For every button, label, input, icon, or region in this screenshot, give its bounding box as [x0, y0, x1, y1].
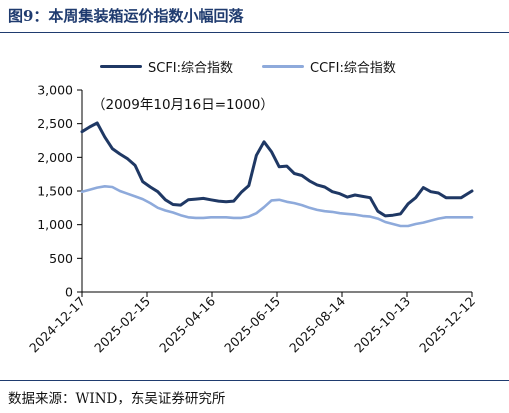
legend-item-ccfi: CCFI:综合指数 — [262, 57, 396, 76]
series-line-ccfi — [80, 185, 474, 228]
figure-title: 图9：本周集装箱运价指数小幅回落 — [8, 7, 244, 25]
y-tick-label: 500 — [49, 251, 73, 266]
legend-item-scfi: SCFI:综合指数 — [100, 57, 233, 76]
y-tick-label: 1,500 — [37, 184, 73, 199]
index-base-note: （2009年10月16日=1000） — [92, 97, 274, 113]
x-tick-label: 2025-10-13 — [351, 294, 413, 356]
source-divider — [0, 380, 509, 381]
x-tick-label: 2025-02-15 — [91, 294, 153, 356]
legend-label-scfi: SCFI:综合指数 — [148, 61, 234, 76]
y-tick-label: 2,000 — [37, 150, 73, 165]
x-tick-label: 2025-08-14 — [286, 293, 348, 355]
data-source: 数据来源：WIND，东吴证券研究所 — [8, 391, 226, 407]
x-tick-label: 2025-06-15 — [221, 294, 283, 356]
series-line-scfi — [80, 121, 474, 218]
x-tick-label: 2025-04-16 — [156, 293, 218, 355]
title-divider — [0, 32, 509, 33]
legend-swatch-ccfi — [262, 65, 304, 68]
y-tick-label: 0 — [65, 285, 73, 300]
legend-label-ccfi: CCFI:综合指数 — [310, 61, 396, 76]
legend-swatch-scfi — [100, 65, 142, 68]
y-tick-label: 1,000 — [37, 217, 73, 232]
chart-legend: SCFI:综合指数 CCFI:综合指数 — [0, 57, 509, 77]
y-tick-label: 3,000 — [37, 83, 73, 98]
x-tick-label: 2025-12-12 — [416, 294, 478, 356]
x-tick-label: 2024-12-17 — [26, 294, 88, 356]
y-tick-label: 2,500 — [37, 116, 73, 131]
